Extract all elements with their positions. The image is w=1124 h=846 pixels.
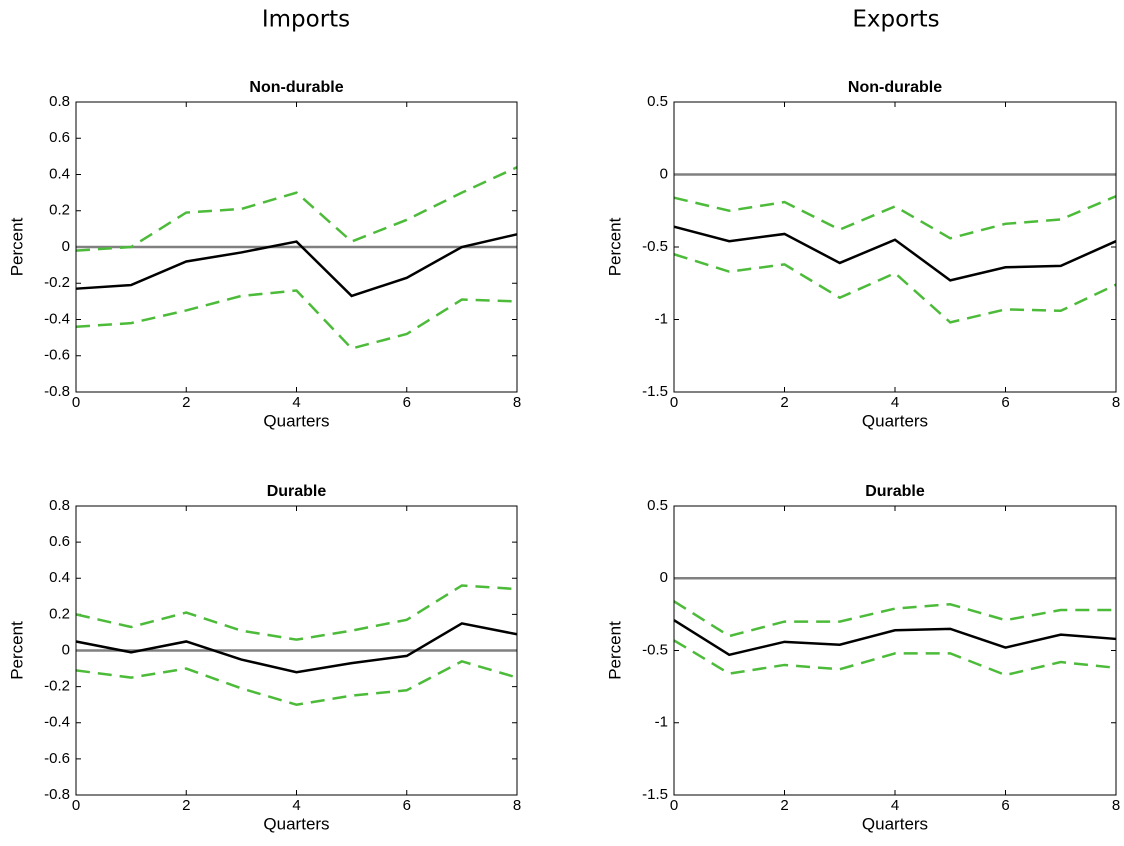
y-tick-label: 0.2	[49, 605, 70, 622]
x-axis-label: Quarters	[862, 814, 928, 833]
x-tick-label: 0	[72, 394, 80, 411]
subplot-title: Non-durable	[249, 79, 343, 96]
y-tick-label: 0.6	[49, 129, 70, 146]
y-tick-label: 0.8	[49, 93, 70, 110]
x-tick-label: 6	[1001, 797, 1009, 814]
x-tick-label: 8	[513, 394, 521, 411]
y-axis-label: Percent	[7, 217, 26, 276]
y-tick-label: 0.6	[49, 533, 70, 550]
x-tick-label: 2	[780, 797, 788, 814]
y-tick-label: 0	[660, 165, 668, 182]
series-line	[75, 659, 518, 706]
series-line	[673, 225, 1117, 282]
x-tick-label: 6	[1001, 394, 1009, 411]
x-tick-label: 4	[292, 394, 300, 411]
y-tick-label: -0.6	[44, 347, 70, 364]
x-tick-label: 2	[182, 797, 190, 814]
y-axis-label: Percent	[605, 217, 624, 276]
y-tick-label: -0.5	[642, 641, 668, 658]
y-tick-label: 0.4	[49, 569, 70, 586]
series-line	[673, 253, 1117, 324]
x-tick-label: 0	[72, 797, 80, 814]
x-tick-label: 2	[780, 394, 788, 411]
x-tick-label: 0	[670, 797, 678, 814]
x-tick-label: 0	[670, 394, 678, 411]
plot-frame	[673, 101, 1117, 393]
x-tick-label: 4	[891, 797, 899, 814]
y-tick-label: -1	[655, 714, 668, 731]
y-tick-label: -1.5	[642, 383, 668, 400]
y-tick-label: -0.4	[44, 310, 70, 327]
series-line	[673, 639, 1117, 677]
series-line	[673, 600, 1116, 638]
y-axis-label: Percent	[605, 621, 624, 680]
y-tick-label: -1.5	[642, 786, 668, 803]
y-tick-label: -1	[655, 310, 668, 327]
series-line	[75, 166, 518, 252]
x-tick-label: 8	[513, 797, 521, 814]
plot-frame	[75, 505, 518, 796]
x-tick-label: 8	[1112, 394, 1120, 411]
y-tick-label: -0.2	[44, 678, 70, 695]
y-tick-label: -0.8	[44, 786, 70, 803]
subplot-title: Durable	[865, 483, 925, 500]
y-tick-label: -0.5	[642, 238, 668, 255]
x-axis-label: Quarters	[263, 814, 329, 833]
series-line	[673, 195, 1117, 240]
x-axis-label: Quarters	[862, 411, 928, 430]
y-axis-label: Percent	[7, 621, 26, 680]
x-axis-label: Quarters	[263, 411, 329, 430]
y-tick-label: 0	[62, 238, 70, 255]
x-tick-label: 4	[292, 797, 300, 814]
x-tick-label: 4	[891, 394, 899, 411]
y-tick-label: 0	[660, 569, 668, 586]
column-title: Exports	[852, 7, 939, 33]
series-line	[673, 619, 1117, 657]
x-tick-label: 2	[182, 394, 190, 411]
column-title: Imports	[262, 7, 350, 33]
y-tick-label: 0.5	[647, 497, 668, 514]
series-line	[75, 289, 518, 350]
y-tick-label: -0.8	[44, 383, 70, 400]
series-line	[75, 584, 518, 641]
plot-frame	[75, 101, 518, 393]
x-tick-label: 6	[403, 394, 411, 411]
x-tick-label: 6	[403, 797, 411, 814]
series-line	[75, 622, 518, 674]
series-line	[75, 233, 518, 298]
plot-frame	[673, 505, 1117, 796]
y-tick-label: -0.6	[44, 750, 70, 767]
y-tick-label: 0.2	[49, 202, 70, 219]
y-tick-label: 0	[62, 641, 70, 658]
subplot-title: Durable	[267, 483, 327, 500]
y-tick-label: 0.8	[49, 497, 70, 514]
x-tick-label: 8	[1112, 797, 1120, 814]
y-tick-label: -0.2	[44, 274, 70, 291]
y-tick-label: 0.5	[647, 93, 668, 110]
subplot-title: Non-durable	[848, 79, 942, 96]
y-tick-label: 0.4	[49, 165, 70, 182]
y-tick-label: -0.4	[44, 714, 70, 731]
